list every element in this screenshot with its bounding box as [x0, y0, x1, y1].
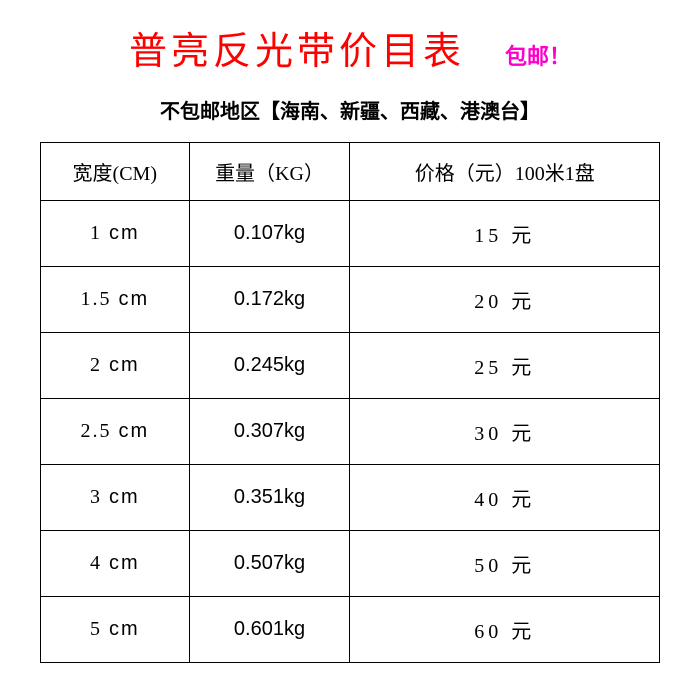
col-header-width: 宽度(CM)	[41, 143, 190, 201]
cell-weight: 0.507kg	[189, 531, 350, 597]
cell-width: 4 cm	[41, 531, 190, 597]
cell-width: 2.5 cm	[41, 399, 190, 465]
cell-weight: 0.307kg	[189, 399, 350, 465]
shipping-badge: 包邮！	[505, 39, 571, 71]
table-body: 1 cm 0.107kg 15 元 1.5 cm 0.172kg 20 元 2 …	[41, 201, 660, 663]
cell-price: 30 元	[350, 399, 660, 465]
cell-price: 60 元	[350, 597, 660, 663]
cell-weight: 0.107kg	[189, 201, 350, 267]
page-title: 普亮反光带价目表	[129, 20, 465, 75]
cell-width: 3 cm	[41, 465, 190, 531]
table-row: 5 cm 0.601kg 60 元	[41, 597, 660, 663]
price-table: 宽度(CM) 重量（KG） 价格（元）100米1盘 1 cm 0.107kg 1…	[40, 142, 660, 663]
table-row: 4 cm 0.507kg 50 元	[41, 531, 660, 597]
table-row: 2.5 cm 0.307kg 30 元	[41, 399, 660, 465]
cell-price: 20 元	[350, 267, 660, 333]
table-row: 1 cm 0.107kg 15 元	[41, 201, 660, 267]
subtitle: 不包邮地区【海南、新疆、西藏、港澳台】	[40, 95, 660, 124]
cell-width: 5 cm	[41, 597, 190, 663]
table-row: 3 cm 0.351kg 40 元	[41, 465, 660, 531]
cell-width: 1.5 cm	[41, 267, 190, 333]
cell-weight: 0.245kg	[189, 333, 350, 399]
table-row: 2 cm 0.245kg 25 元	[41, 333, 660, 399]
col-header-weight: 重量（KG）	[189, 143, 350, 201]
cell-width: 2 cm	[41, 333, 190, 399]
cell-price: 50 元	[350, 531, 660, 597]
table-row: 1.5 cm 0.172kg 20 元	[41, 267, 660, 333]
col-header-price: 价格（元）100米1盘	[350, 143, 660, 201]
cell-price: 15 元	[350, 201, 660, 267]
cell-weight: 0.351kg	[189, 465, 350, 531]
cell-weight: 0.601kg	[189, 597, 350, 663]
cell-weight: 0.172kg	[189, 267, 350, 333]
cell-price: 25 元	[350, 333, 660, 399]
cell-width: 1 cm	[41, 201, 190, 267]
table-header-row: 宽度(CM) 重量（KG） 价格（元）100米1盘	[41, 143, 660, 201]
header: 普亮反光带价目表 包邮！	[40, 20, 660, 75]
cell-price: 40 元	[350, 465, 660, 531]
